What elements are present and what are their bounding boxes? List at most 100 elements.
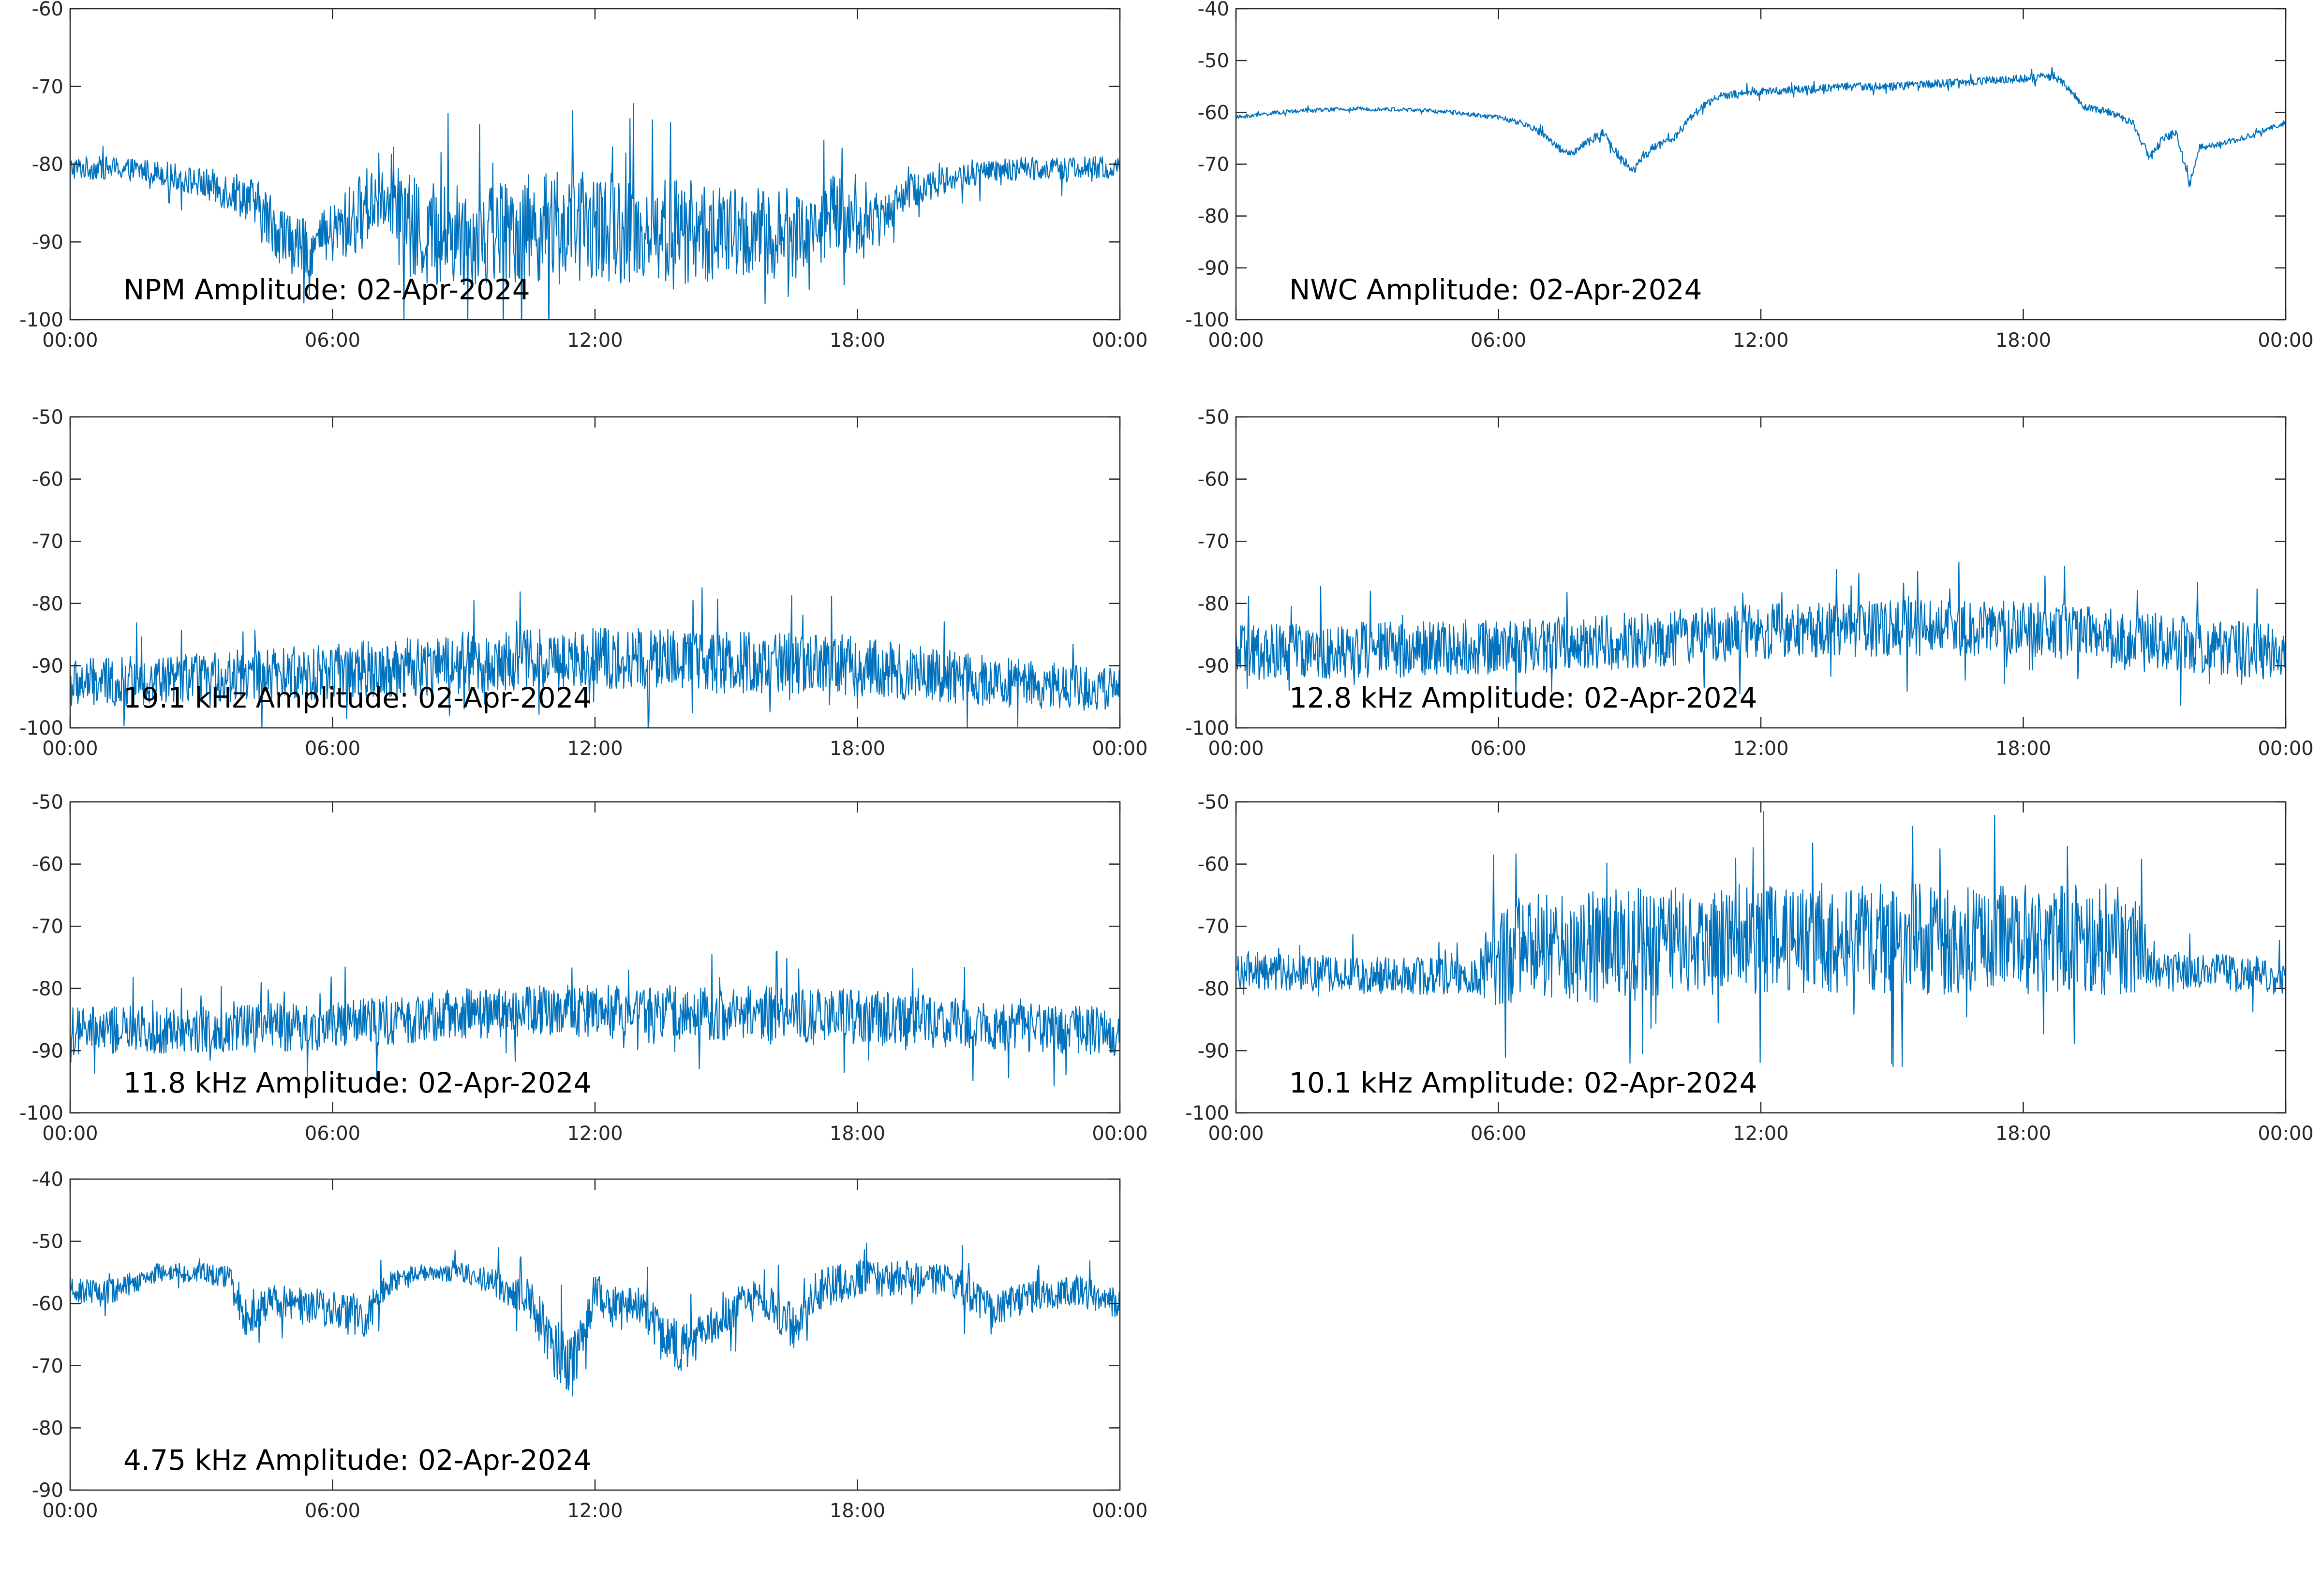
- panel-annotation: NWC Amplitude: 02-Apr-2024: [1289, 273, 1702, 306]
- amplitude-series-line: [70, 950, 1120, 1087]
- y-tick-label: -70: [1198, 916, 1229, 938]
- y-tick-label: -100: [1185, 309, 1229, 331]
- y-tick-label: -60: [1198, 854, 1229, 876]
- y-tick-label: -50: [32, 791, 63, 813]
- y-tick-label: -50: [32, 406, 63, 429]
- x-tick-label: 00:00: [1208, 329, 1264, 352]
- y-tick-label: -80: [1198, 593, 1229, 615]
- x-tick-label: 00:00: [2258, 1123, 2313, 1145]
- x-tick-label: 00:00: [1092, 738, 1147, 760]
- x-tick-label: 06:00: [305, 329, 360, 352]
- y-tick-label: -90: [32, 231, 63, 253]
- x-tick-label: 06:00: [1471, 1123, 1526, 1145]
- amplitude-series-line: [70, 587, 1120, 728]
- y-tick-label: -40: [32, 1168, 63, 1191]
- x-tick-label: 18:00: [830, 1500, 885, 1522]
- panel-annotation: 4.75 kHz Amplitude: 02-Apr-2024: [123, 1444, 591, 1477]
- x-tick-label: 12:00: [1733, 738, 1788, 760]
- x-tick-label: 00:00: [1092, 1500, 1147, 1522]
- y-tick-label: -90: [32, 1040, 63, 1062]
- x-tick-label: 00:00: [1092, 1123, 1147, 1145]
- x-tick-label: 00:00: [42, 329, 98, 352]
- y-tick-label: -80: [32, 978, 63, 1000]
- x-tick-label: 00:00: [42, 738, 98, 760]
- y-tick-label: -80: [32, 1417, 63, 1439]
- y-tick-label: -80: [32, 154, 63, 176]
- y-tick-label: -90: [32, 1479, 63, 1502]
- y-tick-label: -90: [1198, 1040, 1229, 1062]
- y-tick-label: -70: [1198, 154, 1229, 176]
- x-tick-label: 00:00: [1208, 738, 1264, 760]
- x-tick-label: 12:00: [1733, 1123, 1788, 1145]
- panel-annotation: 12.8 kHz Amplitude: 02-Apr-2024: [1289, 681, 1757, 714]
- amplitude-series-line: [70, 1242, 1120, 1397]
- amplitude-series-line: [1236, 811, 2286, 1067]
- x-tick-label: 18:00: [1995, 738, 2051, 760]
- amplitude-series-line: [1236, 67, 2286, 188]
- x-tick-label: 06:00: [1471, 738, 1526, 760]
- y-tick-label: -70: [1198, 531, 1229, 553]
- x-tick-label: 00:00: [1208, 1123, 1264, 1145]
- x-tick-label: 18:00: [1995, 329, 2051, 352]
- x-tick-label: 00:00: [42, 1123, 98, 1145]
- y-tick-label: -60: [1198, 469, 1229, 491]
- panel-annotation: NPM Amplitude: 02-Apr-2024: [123, 273, 530, 306]
- x-tick-label: 00:00: [42, 1500, 98, 1522]
- x-tick-label: 12:00: [567, 329, 623, 352]
- panel-annotation: 10.1 kHz Amplitude: 02-Apr-2024: [1289, 1066, 1757, 1099]
- panel-annotation: 19.1 kHz Amplitude: 02-Apr-2024: [123, 681, 591, 714]
- amplitude-series-line: [1236, 562, 2286, 708]
- x-tick-label: 18:00: [830, 1123, 885, 1145]
- x-tick-label: 12:00: [567, 738, 623, 760]
- x-tick-label: 06:00: [305, 738, 360, 760]
- y-tick-label: -50: [1198, 791, 1229, 813]
- panel-annotation: 11.8 kHz Amplitude: 02-Apr-2024: [123, 1066, 591, 1099]
- y-tick-label: -90: [32, 655, 63, 677]
- y-tick-label: -100: [19, 1102, 63, 1124]
- x-tick-label: 00:00: [1092, 329, 1147, 352]
- x-tick-label: 06:00: [1471, 329, 1526, 352]
- x-tick-label: 18:00: [830, 329, 885, 352]
- y-tick-label: -90: [1198, 257, 1229, 280]
- x-tick-label: 12:00: [1733, 329, 1788, 352]
- x-tick-label: 00:00: [2258, 329, 2313, 352]
- x-tick-label: 12:00: [567, 1500, 623, 1522]
- y-tick-label: -80: [1198, 978, 1229, 1000]
- y-tick-label: -40: [1198, 0, 1229, 20]
- y-tick-label: -60: [32, 0, 63, 20]
- y-tick-label: -90: [1198, 655, 1229, 677]
- y-tick-label: -60: [32, 469, 63, 491]
- y-tick-label: -60: [32, 854, 63, 876]
- y-tick-label: -50: [1198, 406, 1229, 429]
- x-tick-label: 12:00: [567, 1123, 623, 1145]
- x-tick-label: 06:00: [305, 1500, 360, 1522]
- y-tick-label: -60: [32, 1293, 63, 1315]
- y-tick-label: -50: [32, 1231, 63, 1253]
- y-tick-label: -100: [19, 717, 63, 739]
- y-tick-label: -70: [32, 531, 63, 553]
- y-tick-label: -60: [1198, 102, 1229, 124]
- y-tick-label: -80: [32, 593, 63, 615]
- y-tick-label: -100: [19, 309, 63, 331]
- y-tick-label: -80: [1198, 206, 1229, 228]
- y-tick-label: -100: [1185, 717, 1229, 739]
- y-tick-label: -70: [32, 76, 63, 98]
- x-tick-label: 18:00: [1995, 1123, 2051, 1145]
- amplitude-series-line: [70, 103, 1120, 320]
- y-tick-label: -50: [1198, 50, 1229, 72]
- x-tick-label: 00:00: [2258, 738, 2313, 760]
- x-tick-label: 18:00: [830, 738, 885, 760]
- y-tick-label: -70: [32, 1355, 63, 1377]
- y-tick-label: -70: [32, 916, 63, 938]
- y-tick-label: -100: [1185, 1102, 1229, 1124]
- x-tick-label: 06:00: [305, 1123, 360, 1145]
